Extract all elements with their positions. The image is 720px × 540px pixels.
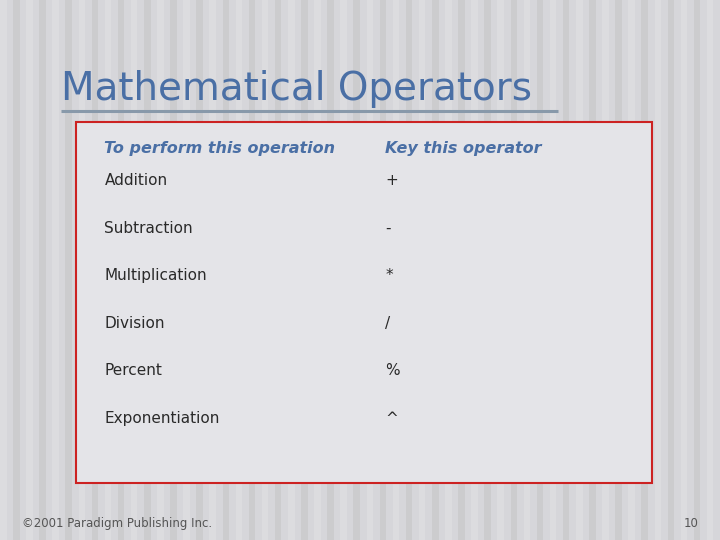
Bar xyxy=(248,0,256,540)
Bar xyxy=(104,0,112,540)
Text: Percent: Percent xyxy=(104,363,162,379)
Bar xyxy=(472,0,478,540)
Bar xyxy=(288,0,294,540)
Bar xyxy=(157,0,163,540)
Text: Division: Division xyxy=(104,316,165,331)
Text: *: * xyxy=(385,268,393,284)
Bar xyxy=(392,0,400,540)
Bar xyxy=(576,0,582,540)
Bar xyxy=(53,0,59,540)
FancyBboxPatch shape xyxy=(76,122,652,483)
Text: -: - xyxy=(385,221,391,236)
Text: Addition: Addition xyxy=(104,173,168,188)
Text: %: % xyxy=(385,363,400,379)
Bar xyxy=(680,0,688,540)
Text: To perform this operation: To perform this operation xyxy=(104,141,336,156)
Bar xyxy=(366,0,373,540)
Text: Key this operator: Key this operator xyxy=(385,141,541,156)
Bar xyxy=(589,0,595,540)
Text: ^: ^ xyxy=(385,411,398,426)
Text: Subtraction: Subtraction xyxy=(104,221,193,236)
Bar xyxy=(498,0,504,540)
Bar xyxy=(118,0,125,540)
Bar xyxy=(170,0,176,540)
Bar xyxy=(354,0,360,540)
Bar xyxy=(629,0,635,540)
Bar xyxy=(26,0,32,540)
Bar xyxy=(314,0,320,540)
Bar xyxy=(485,0,491,540)
Bar xyxy=(262,0,269,540)
Bar xyxy=(144,0,150,540)
Bar xyxy=(341,0,347,540)
Bar xyxy=(419,0,426,540)
Bar xyxy=(458,0,464,540)
Bar xyxy=(13,0,19,540)
Bar xyxy=(510,0,517,540)
Bar xyxy=(523,0,530,540)
Text: Exponentiation: Exponentiation xyxy=(104,411,220,426)
Bar xyxy=(78,0,85,540)
Bar xyxy=(667,0,674,540)
Bar xyxy=(563,0,570,540)
Bar xyxy=(406,0,413,540)
Bar xyxy=(235,0,242,540)
Bar xyxy=(301,0,307,540)
Bar xyxy=(91,0,98,540)
Bar xyxy=(379,0,386,540)
Bar xyxy=(654,0,661,540)
Bar xyxy=(642,0,648,540)
Bar xyxy=(40,0,46,540)
Text: ©2001 Paradigm Publishing Inc.: ©2001 Paradigm Publishing Inc. xyxy=(22,517,212,530)
Bar xyxy=(432,0,438,540)
Bar xyxy=(210,0,216,540)
Bar xyxy=(694,0,701,540)
Text: 10: 10 xyxy=(683,517,698,530)
Text: /: / xyxy=(385,316,390,331)
Text: +: + xyxy=(385,173,398,188)
Bar xyxy=(222,0,229,540)
Bar xyxy=(550,0,557,540)
Bar xyxy=(275,0,282,540)
Bar xyxy=(616,0,622,540)
Bar xyxy=(197,0,203,540)
Bar xyxy=(328,0,334,540)
Bar xyxy=(707,0,714,540)
Bar xyxy=(184,0,190,540)
Bar xyxy=(602,0,608,540)
Bar xyxy=(66,0,72,540)
Text: Mathematical Operators: Mathematical Operators xyxy=(61,70,532,108)
Text: Multiplication: Multiplication xyxy=(104,268,207,284)
Bar xyxy=(131,0,138,540)
Bar xyxy=(445,0,451,540)
Bar xyxy=(536,0,544,540)
Bar xyxy=(0,0,6,540)
